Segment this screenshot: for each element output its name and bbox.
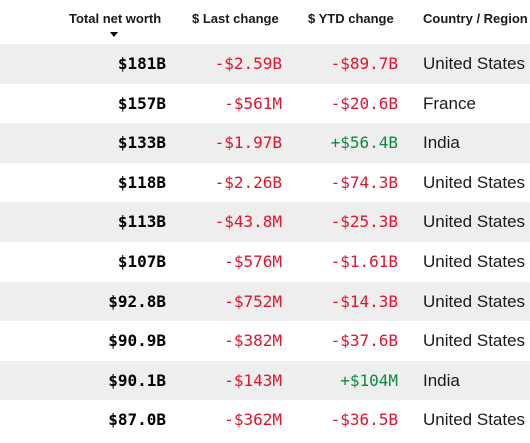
ytd-change-cell: -$20.6B [330, 93, 398, 113]
table-row[interactable]: $113B -$43.8M -$25.3B United States [0, 202, 530, 242]
last-change-cell: -$382M [224, 331, 282, 351]
table-row[interactable]: $90.1B -$143M +$104M India [0, 360, 530, 401]
ytd-change-cell: -$89.7B [330, 54, 398, 73]
last-change-cell: -$561M [224, 93, 282, 113]
net-worth-cell: $113B [117, 212, 166, 232]
country-cell: United States [423, 251, 526, 271]
net-worth-cell: $107B [117, 251, 166, 271]
ytd-change-cell: +$56.4B [330, 133, 398, 153]
ytd-change-cell: -$74.3B [330, 172, 398, 192]
table-row[interactable]: $107B -$576M -$1.61B United States [0, 242, 530, 282]
ytd-change-cell: -$36.5B [330, 410, 398, 430]
net-worth-cell: $118B [117, 172, 166, 192]
net-worth-cell: $92.8B [108, 291, 166, 311]
country-cell: United States [423, 54, 526, 73]
ytd-change-cell: -$14.3B [330, 291, 398, 311]
net-worth-cell: $90.1B [108, 370, 166, 390]
last-change-cell: -$143M [224, 370, 282, 390]
last-change-cell: -$1.97B [214, 133, 282, 153]
table-row[interactable]: $118B -$2.26B -$74.3B United States [0, 163, 530, 203]
country-cell: United States [423, 291, 526, 311]
header-total-net-worth[interactable]: Total net worth [69, 11, 162, 26]
net-worth-cell: $133B [117, 133, 166, 153]
net-worth-cell: $87.0B [108, 410, 166, 430]
table-row[interactable]: $157B -$561M -$20.6B France [0, 84, 530, 124]
last-change-cell: -$2.26B [214, 172, 282, 192]
country-cell: India [423, 133, 460, 153]
net-worth-cell: $181B [117, 54, 166, 73]
table-header: Total net worth $ Last change $ YTD chan… [0, 0, 530, 44]
table-row[interactable]: $181B -$2.59B -$89.7B United States [0, 44, 530, 84]
country-cell: United States [423, 212, 526, 232]
last-change-cell: -$752M [224, 291, 282, 311]
last-change-cell: -$362M [224, 410, 282, 430]
country-cell: France [423, 93, 476, 113]
last-change-cell: -$576M [224, 251, 282, 271]
country-cell: United States [423, 410, 526, 430]
ytd-change-cell: -$37.6B [330, 331, 398, 351]
table-row[interactable]: $90.9B -$382M -$37.6B United States [0, 321, 530, 361]
ytd-change-cell: +$104M [340, 370, 398, 390]
net-worth-cell: $90.9B [108, 331, 166, 351]
table-row[interactable]: $92.8B -$752M -$14.3B United States [0, 281, 530, 322]
net-worth-cell: $157B [117, 93, 166, 113]
header-last-change[interactable]: $ Last change [192, 11, 279, 26]
table-row[interactable]: $87.0B -$362M -$36.5B United States [0, 400, 530, 440]
table-row[interactable]: $133B -$1.97B +$56.4B India [0, 123, 530, 163]
country-cell: United States [423, 172, 526, 192]
header-country-region[interactable]: Country / Region [423, 11, 528, 26]
country-cell: United States [423, 331, 526, 351]
table-body: $181B -$2.59B -$89.7B United States $157… [0, 44, 530, 440]
ytd-change-cell: -$1.61B [330, 251, 398, 271]
header-ytd-change[interactable]: $ YTD change [308, 11, 394, 26]
sort-down-triangle-icon[interactable] [110, 32, 118, 37]
ytd-change-cell: -$25.3B [330, 212, 398, 232]
country-cell: India [423, 370, 460, 390]
last-change-cell: -$43.8M [214, 212, 282, 232]
last-change-cell: -$2.59B [214, 54, 282, 73]
